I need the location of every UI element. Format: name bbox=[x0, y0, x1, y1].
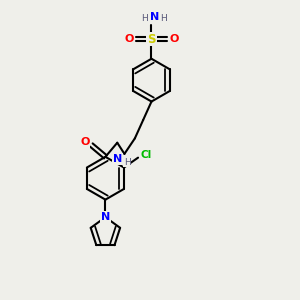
Text: N: N bbox=[101, 212, 110, 222]
Text: O: O bbox=[124, 34, 134, 44]
Text: S: S bbox=[147, 33, 156, 46]
Text: H: H bbox=[160, 14, 167, 22]
Text: O: O bbox=[80, 137, 89, 147]
Text: H: H bbox=[124, 158, 131, 167]
Text: N: N bbox=[150, 11, 160, 22]
Text: N: N bbox=[113, 154, 122, 164]
Text: O: O bbox=[169, 34, 178, 44]
Text: H: H bbox=[142, 14, 148, 22]
Text: Cl: Cl bbox=[140, 150, 152, 160]
